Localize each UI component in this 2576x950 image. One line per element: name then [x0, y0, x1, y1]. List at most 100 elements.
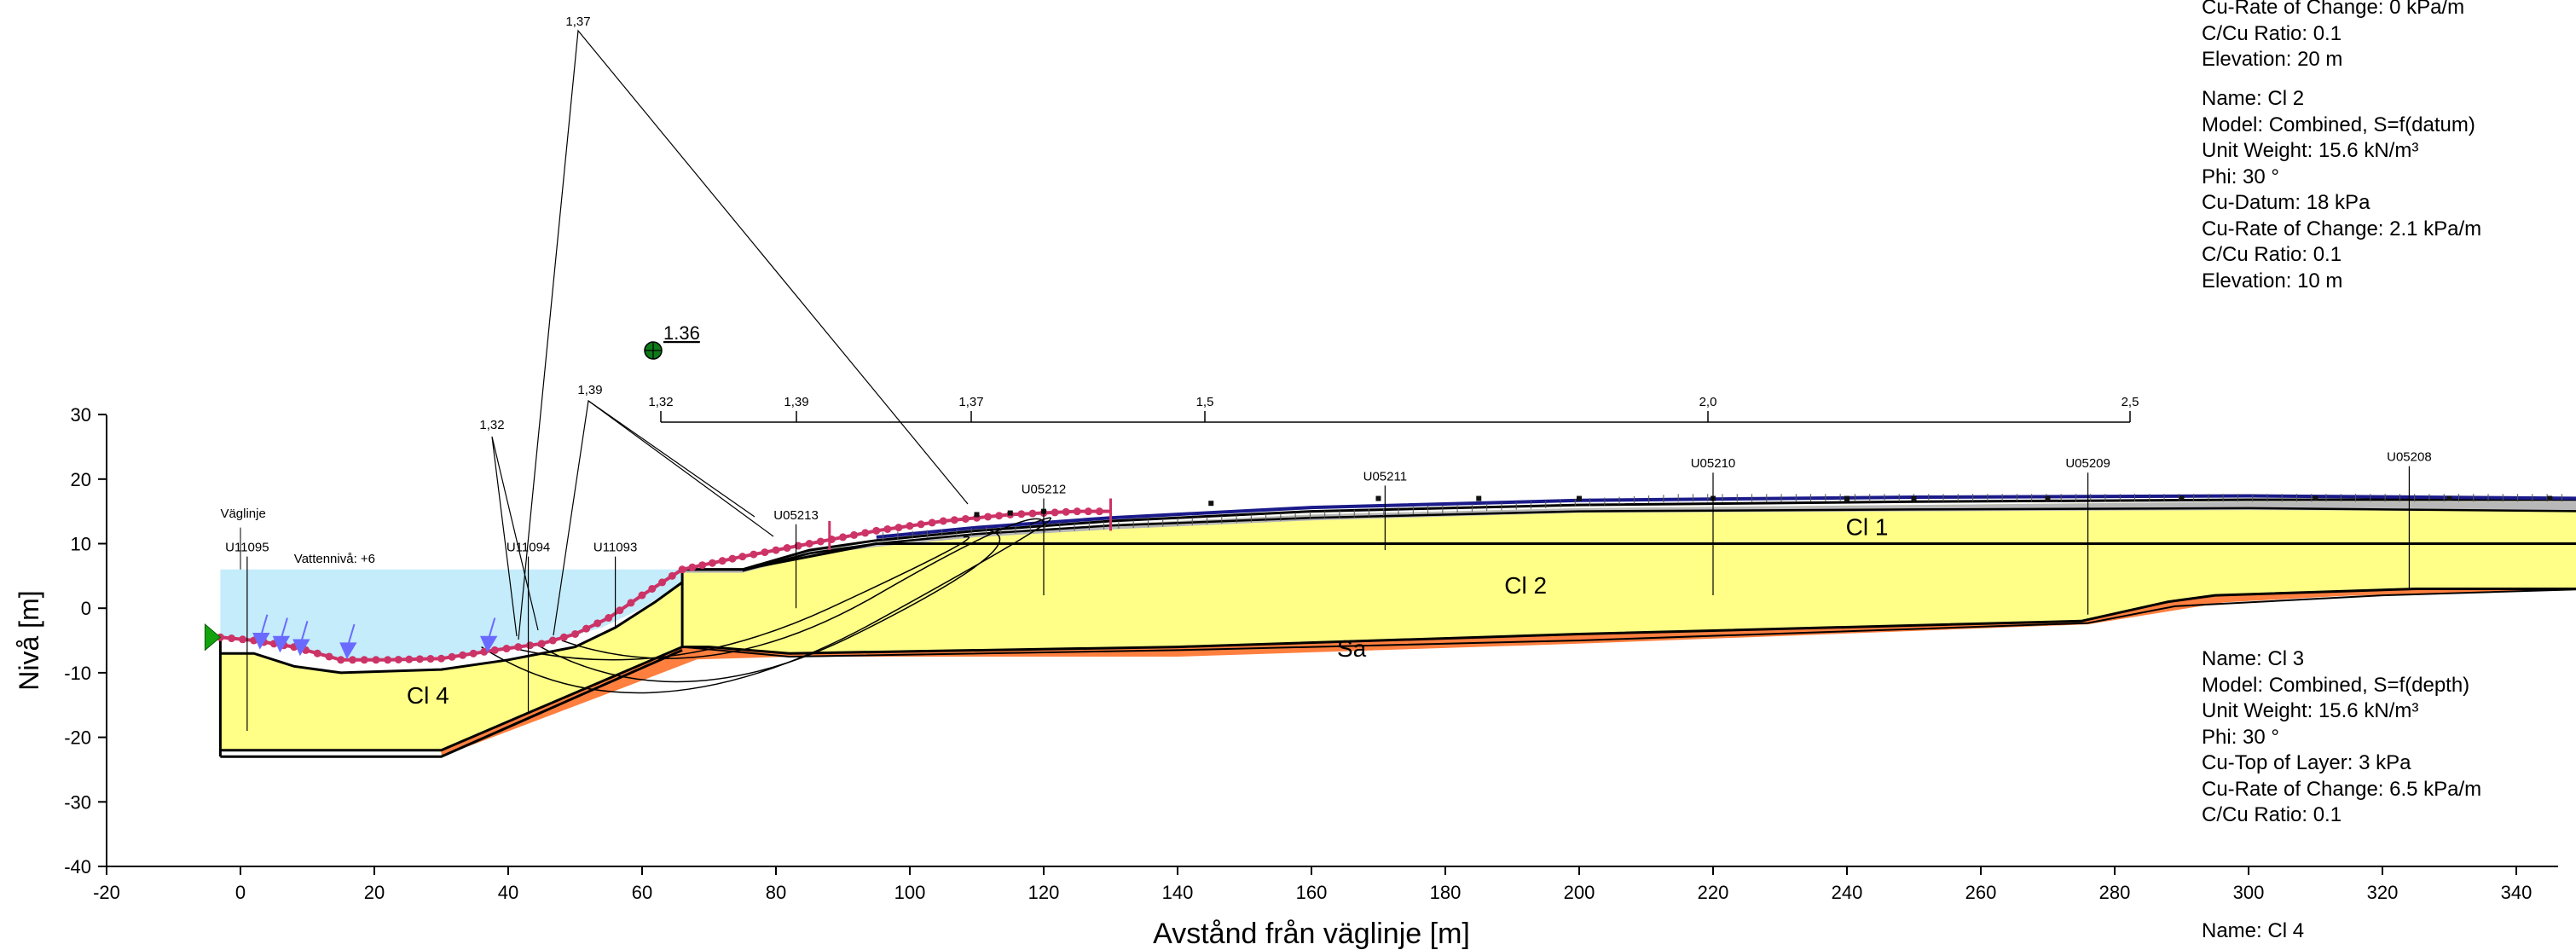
- slip-point: [571, 629, 579, 638]
- x-tick-label: -20: [93, 882, 120, 903]
- slip-point: [459, 651, 467, 659]
- load-arrow-head: [252, 632, 270, 650]
- slip-point: [906, 522, 914, 530]
- slip-point: [961, 514, 970, 523]
- slip-point: [490, 646, 499, 654]
- y-tick-label: 0: [81, 598, 91, 619]
- info-line: Name: Cl 3: [2202, 647, 2305, 670]
- slip-point: [658, 578, 667, 587]
- material-label-sa: Sa: [1337, 635, 1367, 662]
- info-line: Elevation: 10 m: [2202, 269, 2343, 293]
- slip-point: [928, 518, 936, 527]
- y-tick-label: 10: [71, 534, 91, 555]
- slip-point: [698, 561, 707, 570]
- slip-point: [437, 654, 445, 663]
- road-marker: [1476, 495, 1482, 501]
- x-tick-label: 220: [1698, 882, 1729, 903]
- contour-callout-139: 1,39: [577, 383, 602, 397]
- boundary-cl2-base: [682, 588, 2576, 655]
- y-tick-label: 30: [71, 404, 91, 426]
- slip-point: [668, 571, 676, 580]
- x-tick-label: 260: [1965, 882, 1997, 903]
- slip-point: [750, 550, 758, 559]
- slip-point: [348, 656, 356, 664]
- x-tick-label: 0: [235, 882, 246, 903]
- critical-factor-label: 1.36: [663, 322, 700, 344]
- contour-1-37-lines: [518, 29, 969, 640]
- slip-point: [872, 526, 881, 535]
- info-line: Unit Weight: 15.6 kN/m³: [2202, 139, 2419, 162]
- x-tick-label: 100: [894, 882, 926, 903]
- slip-point: [228, 634, 236, 643]
- labels: Cl 1 Cl 2 Cl 4 Sa Väglinje Vattennivå: +6 U110…: [220, 14, 2432, 732]
- info-line: Name: Cl 2: [2202, 87, 2305, 110]
- slip-point: [678, 565, 686, 574]
- info-line: Cu-Top of Layer: 3 kPa: [2202, 751, 2411, 774]
- x-tick-label: 60: [632, 882, 652, 903]
- slip-point: [313, 649, 321, 657]
- slip-point: [917, 520, 925, 529]
- slip-point: [384, 656, 392, 664]
- info-cl3: Name: Cl 3 Model: Combined, S=f(depth) U…: [2202, 646, 2481, 829]
- slip-point: [1084, 507, 1092, 516]
- info-line: Cu-Rate of Change: 2.1 kPa/m: [2202, 217, 2482, 240]
- boundary-sand-lower: [682, 588, 2576, 658]
- contour-1-39-lines-b: [588, 400, 755, 518]
- borehole-label: U05213: [773, 508, 819, 523]
- slip-point: [480, 647, 489, 656]
- slip-point: [638, 591, 646, 600]
- info-line: Phi: 30 °: [2202, 725, 2279, 749]
- slip-point: [894, 524, 903, 532]
- road-marker: [1844, 495, 1850, 501]
- slip-point: [360, 656, 368, 664]
- slip-point: [605, 614, 613, 623]
- info-line: Phi: 30 °: [2202, 165, 2279, 188]
- info-line: Cu-Datum: 18 kPa: [2202, 191, 2370, 214]
- road-marker: [2446, 495, 2452, 501]
- slip-point: [1062, 507, 1070, 516]
- slip-point: [394, 655, 402, 663]
- info-line: C/Cu Ratio: 0.1: [2202, 803, 2342, 826]
- material-label-cl1: Cl 1: [1846, 514, 1889, 541]
- boundary-cl4-base: [220, 646, 683, 752]
- slip-point: [616, 606, 624, 615]
- info-line: C/Cu Ratio: 0.1: [2202, 21, 2342, 45]
- slip-point: [559, 633, 568, 641]
- boundary-crust: [742, 507, 2576, 572]
- slip-point: [1028, 509, 1037, 518]
- x-tick-label: 40: [498, 882, 518, 903]
- load-arrow-head: [339, 642, 357, 660]
- slip-point: [783, 544, 791, 553]
- slip-trial-2: [535, 530, 1001, 683]
- slip-point: [1051, 508, 1059, 517]
- layer-cl2: [682, 501, 2576, 654]
- road-marker: [1911, 495, 1917, 501]
- boundary-lines: [204, 494, 2576, 758]
- info-line: Name: Cl 4: [2202, 919, 2305, 942]
- info-line: Model: Combined, S=f(depth): [2202, 673, 2470, 697]
- road-marker: [1577, 495, 1582, 501]
- boundary-marker-left: [204, 623, 222, 652]
- x-tick-label: 120: [1028, 882, 1060, 903]
- annotation-water-level: Vattennivå: +6: [294, 552, 375, 566]
- x-tick-label: 340: [2501, 882, 2533, 903]
- boundary-cl4-top: [220, 581, 683, 675]
- load-arrow-head: [480, 635, 498, 653]
- slip-point: [526, 641, 535, 650]
- x-tick-label: 180: [1430, 882, 1462, 903]
- slip-point: [372, 656, 380, 664]
- y-axis-label: Nivå [m]: [14, 590, 44, 690]
- slip-point: [839, 533, 847, 542]
- info-line: Elevation: 20 m: [2202, 48, 2343, 71]
- layer-cl4: [220, 582, 683, 750]
- factor-scale-label: 1,32: [648, 395, 673, 409]
- slip-point: [469, 649, 478, 657]
- x-tick-label: 80: [766, 882, 786, 903]
- borehole-label: U11095: [225, 541, 269, 555]
- boundary-sand-base: [220, 649, 683, 758]
- x-axis-label: Avstånd från väglinje [m]: [1153, 918, 1470, 950]
- slip-point: [688, 563, 697, 571]
- slip-point: [415, 655, 424, 663]
- contour-1-32-lines: [491, 436, 539, 637]
